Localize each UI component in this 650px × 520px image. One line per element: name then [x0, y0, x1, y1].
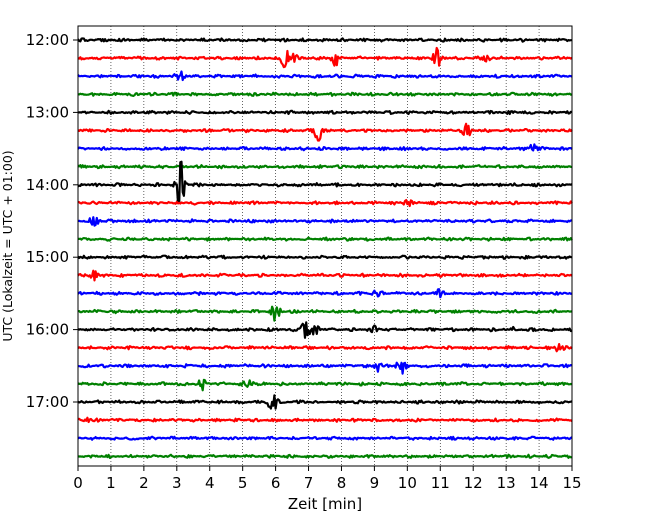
- trace-line: [77, 269, 573, 282]
- x-tick-label: 14: [530, 474, 549, 492]
- trace-line: [77, 305, 573, 322]
- trace-line: [77, 143, 573, 152]
- x-tick-label: 13: [497, 474, 516, 492]
- trace-line: [77, 164, 573, 170]
- x-tick-label: 3: [172, 474, 182, 492]
- x-axis-label: Zeit [min]: [288, 495, 362, 513]
- x-tick-label: 8: [337, 474, 347, 492]
- x-axis-ticks: 0 1 2 3 4 5 6 7 8 9 10 11 12 13 14 15: [73, 466, 582, 492]
- y-tick-label: 16:00: [26, 321, 69, 339]
- trace-line: [77, 216, 573, 227]
- trace-line: [77, 109, 573, 116]
- trace-line: [77, 416, 573, 424]
- x-tick-label: 5: [238, 474, 248, 492]
- trace-line: [78, 236, 573, 242]
- trace-line: [77, 160, 573, 205]
- x-tick-label: 4: [205, 474, 215, 492]
- y-axis-label: UTC (Lokalzeit = UTC + 01:00): [0, 150, 15, 341]
- x-tick-label: 6: [271, 474, 281, 492]
- x-tick-label: 15: [562, 474, 581, 492]
- trace-line: [77, 435, 573, 441]
- trace-line: [77, 37, 572, 43]
- trace-line: [77, 394, 573, 410]
- y-axis-ticks: 12:00 13:00 14:00 15:00 16:00 17:00: [26, 31, 78, 411]
- trace-line: [77, 91, 573, 97]
- y-tick-label: 17:00: [26, 393, 69, 411]
- trace-line: [77, 288, 573, 299]
- x-tick-label: 12: [464, 474, 483, 492]
- trace-line: [77, 321, 572, 339]
- trace-line: [77, 378, 573, 392]
- grid-lines: [77, 26, 573, 466]
- x-tick-label: 10: [398, 474, 417, 492]
- plot-frame: [77, 25, 573, 467]
- x-tick-label: 9: [370, 474, 380, 492]
- y-tick-label: 13:00: [26, 103, 69, 121]
- trace-line: [77, 254, 573, 260]
- trace-line: [77, 361, 573, 375]
- trace-line: [77, 343, 573, 353]
- trace-line: [77, 70, 573, 82]
- x-tick-label: 11: [431, 474, 450, 492]
- trace-line: [77, 199, 573, 208]
- seismic-traces: [77, 37, 573, 459]
- y-tick-label: 12:00: [26, 31, 69, 49]
- x-tick-label: 2: [139, 474, 149, 492]
- trace-line: [77, 453, 573, 459]
- x-tick-label: 1: [106, 474, 116, 492]
- trace-line: [77, 46, 573, 69]
- y-tick-label: 14:00: [26, 176, 69, 194]
- x-tick-label: 0: [73, 474, 83, 492]
- y-tick-label: 15:00: [26, 248, 69, 266]
- trace-line: [77, 122, 573, 142]
- x-tick-label: 7: [304, 474, 314, 492]
